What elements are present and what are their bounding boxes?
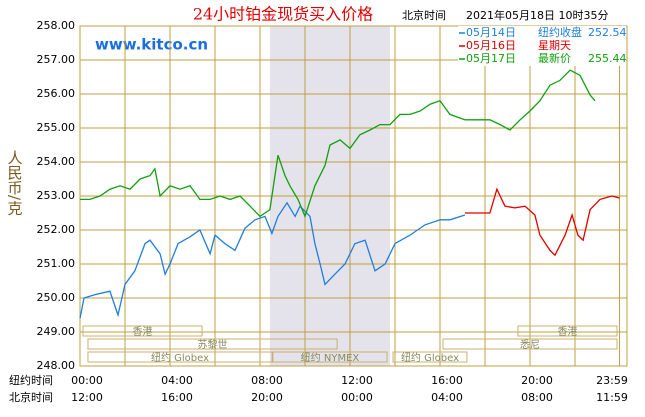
y-tick-label: 257.00 <box>37 53 76 66</box>
watermark: www.kitco.cn <box>95 36 208 54</box>
x-tick-label: 08:00 <box>521 391 553 404</box>
session-bar <box>87 338 338 350</box>
x-row-name: 北京时间 <box>9 390 53 404</box>
x-tick-label: 00:00 <box>71 374 103 387</box>
session-label: 香港 <box>133 326 153 338</box>
y-tick-label: 258.00 <box>37 19 76 32</box>
series-line <box>465 187 620 257</box>
x-tick-label: 04:00 <box>161 374 193 387</box>
legend-box <box>458 26 626 66</box>
session-label: 悉尼 <box>520 339 540 351</box>
y-tick-label: 255.00 <box>37 121 76 134</box>
session-label: 苏黎世 <box>198 338 228 351</box>
y-tick-label: 254.00 <box>37 155 76 168</box>
y-tick-label: 253.00 <box>37 189 76 202</box>
legend-name: 05月17日 <box>466 52 516 65</box>
x-row-name: 纽约时间 <box>9 373 53 387</box>
x-tick-label: 23:59 <box>596 374 628 387</box>
x-tick-label: 11:59 <box>596 391 628 404</box>
legend-name: 05月16日 <box>466 39 516 52</box>
session-label: 香港 <box>557 326 577 338</box>
x-tick-label: 20:00 <box>521 374 553 387</box>
session-bar <box>272 351 388 363</box>
x-tick-label: 08:00 <box>251 374 283 387</box>
x-tick-label: 04:00 <box>431 391 463 404</box>
x-tick-label: 16:00 <box>161 391 193 404</box>
y-tick-label: 248.00 <box>37 359 76 372</box>
timestamp: 2021年05月18日 10时35分 <box>466 8 608 22</box>
legend-label: 最新价 <box>538 51 571 65</box>
session-bar <box>517 325 618 337</box>
session-bar <box>82 325 203 337</box>
y-tick-label: 249.00 <box>37 325 76 338</box>
x-tick-label: 16:00 <box>431 374 463 387</box>
legend-value: 252.54 <box>588 26 627 39</box>
x-tick-label: 12:00 <box>341 374 373 387</box>
series-line <box>80 69 596 219</box>
session-label: 纽约 NYMEX <box>301 351 360 364</box>
x-tick-label: 20:00 <box>251 391 283 404</box>
session-label: 纽约 Globex <box>151 351 209 364</box>
chart-title: 24小时铂金现货买入价格 <box>193 5 373 24</box>
y-axis-label: 人民币/克 <box>6 150 24 216</box>
session-bar <box>442 338 618 350</box>
x-tick-label: 00:00 <box>341 391 373 404</box>
session-bar <box>392 351 468 363</box>
session-bar <box>87 351 273 363</box>
x-tick-label: 12:00 <box>71 391 103 404</box>
time-zone-label: 北京时间 <box>402 8 446 22</box>
legend-value: 255.44 <box>588 52 627 65</box>
y-tick-label: 256.00 <box>37 87 76 100</box>
y-tick-label: 251.00 <box>37 257 76 270</box>
legend-label: 纽约收盘 <box>538 25 582 39</box>
y-tick-label: 250.00 <box>37 291 76 304</box>
series-line <box>79 201 466 319</box>
legend-label: 星期天 <box>538 39 571 52</box>
y-tick-label: 252.00 <box>37 223 76 236</box>
session-label: 纽约 Globex <box>401 351 459 364</box>
plot-frame <box>79 25 628 367</box>
legend-name: 05月14日 <box>466 26 516 39</box>
